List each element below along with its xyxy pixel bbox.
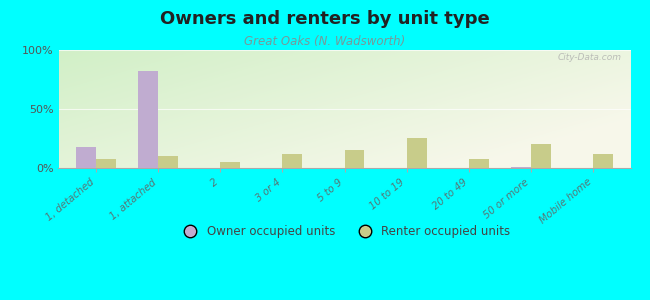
Bar xyxy=(96,158,116,168)
Bar xyxy=(76,147,96,168)
Bar xyxy=(511,167,531,168)
Bar xyxy=(344,150,365,168)
Legend: Owner occupied units, Renter occupied units: Owner occupied units, Renter occupied un… xyxy=(174,220,515,243)
Bar xyxy=(138,71,158,168)
Text: Owners and renters by unit type: Owners and renters by unit type xyxy=(160,11,490,28)
Bar xyxy=(593,154,613,168)
Bar xyxy=(158,156,178,168)
Bar xyxy=(407,138,426,168)
Bar xyxy=(469,158,489,168)
Text: Great Oaks (N. Wadsworth): Great Oaks (N. Wadsworth) xyxy=(244,34,406,47)
Bar xyxy=(531,144,551,168)
Bar xyxy=(282,154,302,168)
Bar xyxy=(220,162,240,168)
Text: City-Data.com: City-Data.com xyxy=(558,53,622,62)
